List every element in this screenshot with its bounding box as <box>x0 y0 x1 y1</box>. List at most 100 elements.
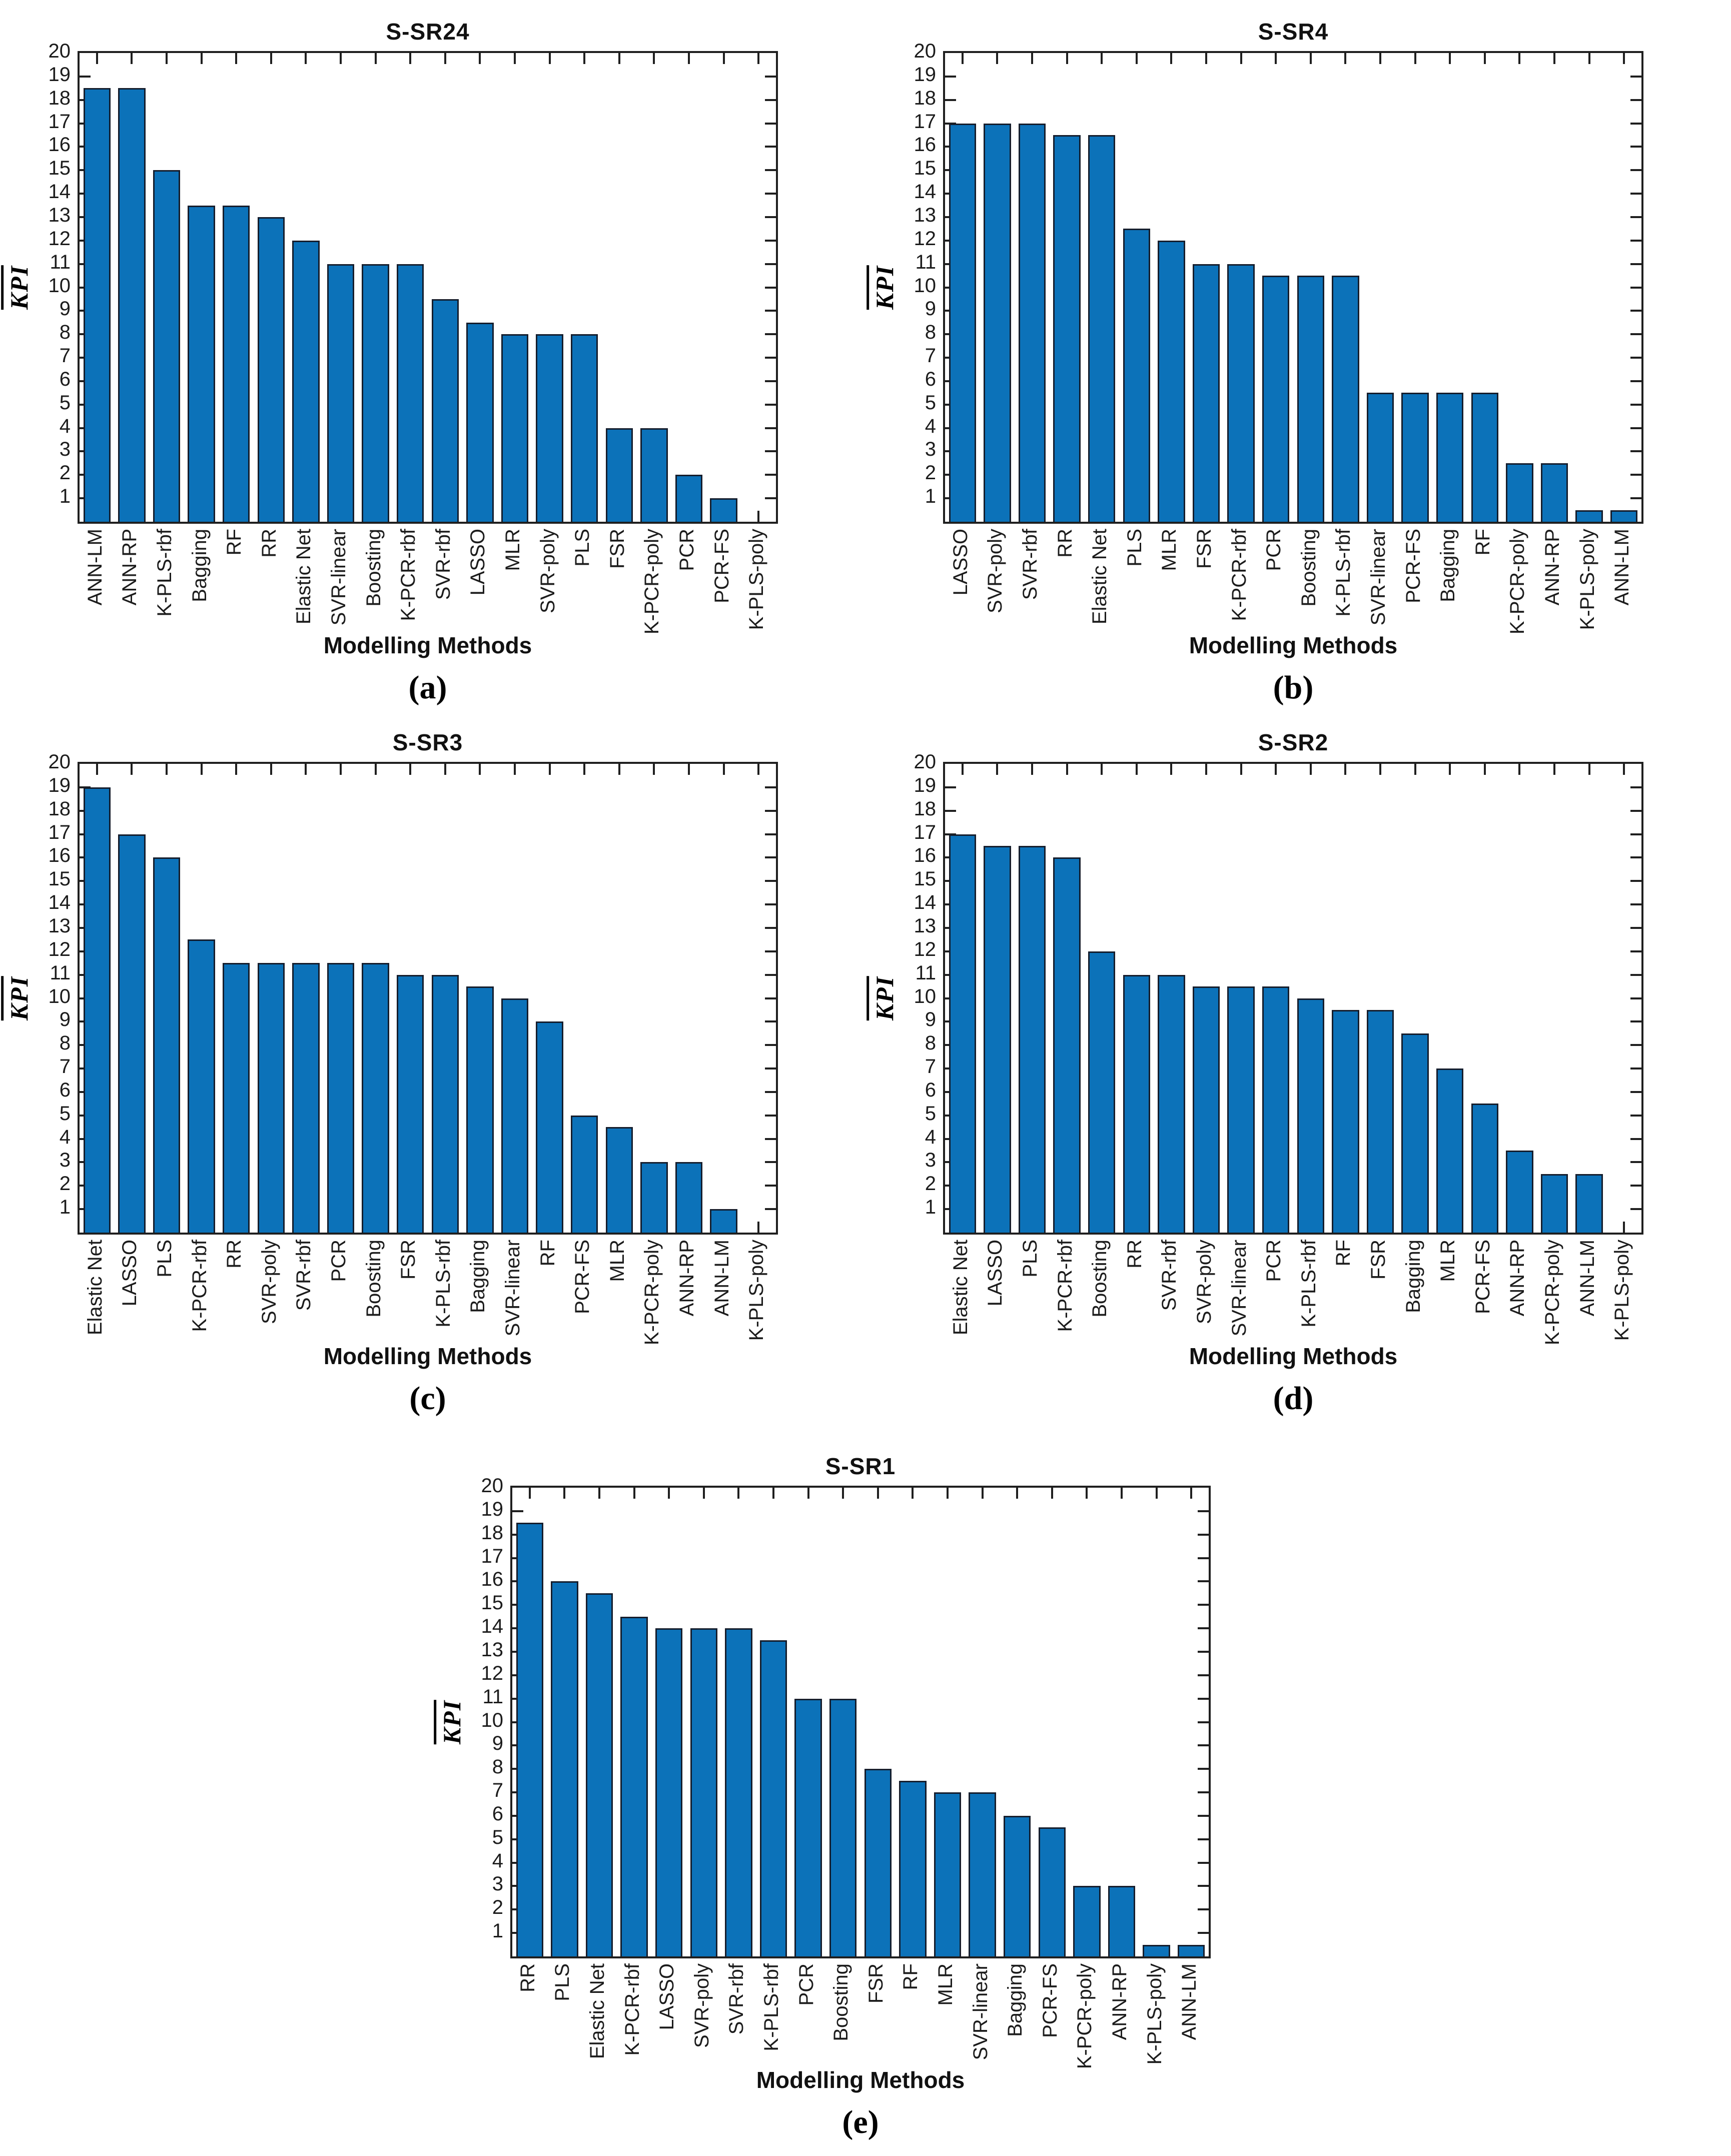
x-tick-mark <box>444 53 446 64</box>
x-tick-label: LASSO <box>119 1240 141 1307</box>
x-tick-mark <box>583 764 586 775</box>
x-tick-label: ANN-LM <box>84 529 106 606</box>
x-tick-mark <box>1205 764 1207 775</box>
x-tick-label: RF <box>900 1963 922 1990</box>
x-tick-label: RF <box>1332 1240 1355 1267</box>
y-tick-mark <box>1630 1185 1641 1187</box>
y-tick-mark <box>945 809 956 812</box>
x-tick-label: MLR <box>1437 1240 1459 1282</box>
x-tick-label: PCR-FS <box>710 529 733 603</box>
y-tick-mark <box>1198 1814 1209 1817</box>
y-tick-mark <box>765 1138 776 1140</box>
x-tick-mark <box>1155 1488 1158 1499</box>
y-tick-mark <box>765 263 776 265</box>
y-tick-label: 12 <box>914 227 937 250</box>
bar <box>1018 123 1046 522</box>
y-tick-label: 12 <box>48 227 71 250</box>
x-tick-mark <box>668 1488 670 1499</box>
x-tick-label: LASSO <box>656 1963 678 2030</box>
y-tick-mark <box>1630 1091 1641 1093</box>
y-tick-label: 10 <box>914 274 937 297</box>
y-tick-label: 1 <box>59 485 71 508</box>
y-tick-label: 5 <box>59 1102 71 1125</box>
y-tick-label: 13 <box>48 914 71 937</box>
bar <box>640 1162 668 1233</box>
x-tick-mark <box>1121 1488 1123 1499</box>
x-tick-label: RR <box>258 529 280 558</box>
x-tick-label: LASSO <box>467 529 489 596</box>
bar <box>466 322 494 522</box>
x-tick-label: SVR-rbf <box>432 529 454 600</box>
bar <box>223 205 250 522</box>
x-tick-mark <box>1449 764 1451 775</box>
bar <box>1366 1009 1394 1233</box>
bar <box>536 334 563 522</box>
y-axis-label-text: KPI <box>1 975 34 1021</box>
x-tick-label: SVR-linear <box>502 1240 524 1337</box>
y-axis-label: KPI <box>866 762 901 1235</box>
y-tick-mark <box>1198 1580 1209 1583</box>
y-tick-mark <box>765 239 776 242</box>
y-tick-label: 7 <box>925 1055 936 1078</box>
y-tick-label: 6 <box>59 1079 71 1101</box>
y-tick-mark <box>765 216 776 218</box>
y-tick-mark <box>765 497 776 500</box>
x-tick-mark <box>479 53 481 64</box>
bar <box>362 963 389 1233</box>
bar <box>153 857 181 1233</box>
x-tick-mark <box>996 53 999 64</box>
x-tick-mark <box>757 511 760 522</box>
x-axis-label: Modelling Methods <box>756 2067 965 2093</box>
x-tick-label: MLR <box>935 1963 957 2006</box>
chart-title: S-SR24 <box>386 19 470 45</box>
x-tick-mark <box>1414 53 1416 64</box>
y-tick-label: 12 <box>914 938 937 960</box>
bar <box>1297 276 1324 522</box>
bar <box>1575 1174 1603 1233</box>
x-tick-label: Boosting <box>830 1963 852 2041</box>
x-axis-tick-labels: RR PLS Elastic Net K-PCR-rbf LASSO SVR-poly SV… <box>510 1958 1211 2069</box>
x-tick-mark <box>618 53 620 64</box>
y-tick-label: 12 <box>481 1662 504 1684</box>
y-tick-mark <box>945 786 956 788</box>
x-tick-mark <box>653 53 655 64</box>
bar <box>83 88 111 522</box>
y-tick-label: 8 <box>925 321 936 344</box>
y-tick-label: 20 <box>481 1475 504 1497</box>
x-tick-mark <box>1623 764 1625 775</box>
y-tick-mark <box>1630 1138 1641 1140</box>
y-tick-label: 15 <box>48 157 71 180</box>
y-tick-mark <box>765 146 776 148</box>
x-tick-mark <box>235 764 238 775</box>
y-tick-mark <box>765 169 776 172</box>
plot-area <box>78 762 778 1235</box>
y-tick-mark <box>765 122 776 125</box>
y-tick-mark <box>1630 427 1641 429</box>
x-tick-label: ANN-LM <box>710 1240 733 1317</box>
y-tick-mark <box>1198 1557 1209 1559</box>
x-tick-mark <box>877 1488 879 1499</box>
x-tick-mark <box>1066 53 1068 64</box>
y-tick-mark <box>765 1020 776 1023</box>
y-tick-label: 18 <box>48 87 71 109</box>
x-tick-label: K-PCR-rbf <box>397 529 420 621</box>
x-tick-label: RR <box>1123 1240 1146 1269</box>
x-tick-label: SVR-rbf <box>1158 1240 1181 1311</box>
y-tick-mark <box>765 880 776 882</box>
y-tick-mark <box>1630 380 1641 382</box>
x-tick-label: MLR <box>1158 529 1181 571</box>
x-tick-label: SVR-rbf <box>725 1963 748 2035</box>
y-tick-label: 9 <box>492 1732 503 1755</box>
x-tick-mark <box>1031 764 1033 775</box>
bar <box>362 264 389 522</box>
x-tick-mark <box>340 764 342 775</box>
y-tick-mark <box>765 950 776 952</box>
x-tick-label: MLR <box>502 529 524 571</box>
y-tick-label: 17 <box>48 110 71 133</box>
bar <box>1262 986 1290 1233</box>
y-tick-mark <box>1630 950 1641 952</box>
chart-title: S-SR2 <box>1258 729 1329 755</box>
y-tick-label: 2 <box>925 1173 936 1195</box>
y-tick-mark <box>765 1067 776 1070</box>
y-tick-label: 19 <box>914 63 937 86</box>
